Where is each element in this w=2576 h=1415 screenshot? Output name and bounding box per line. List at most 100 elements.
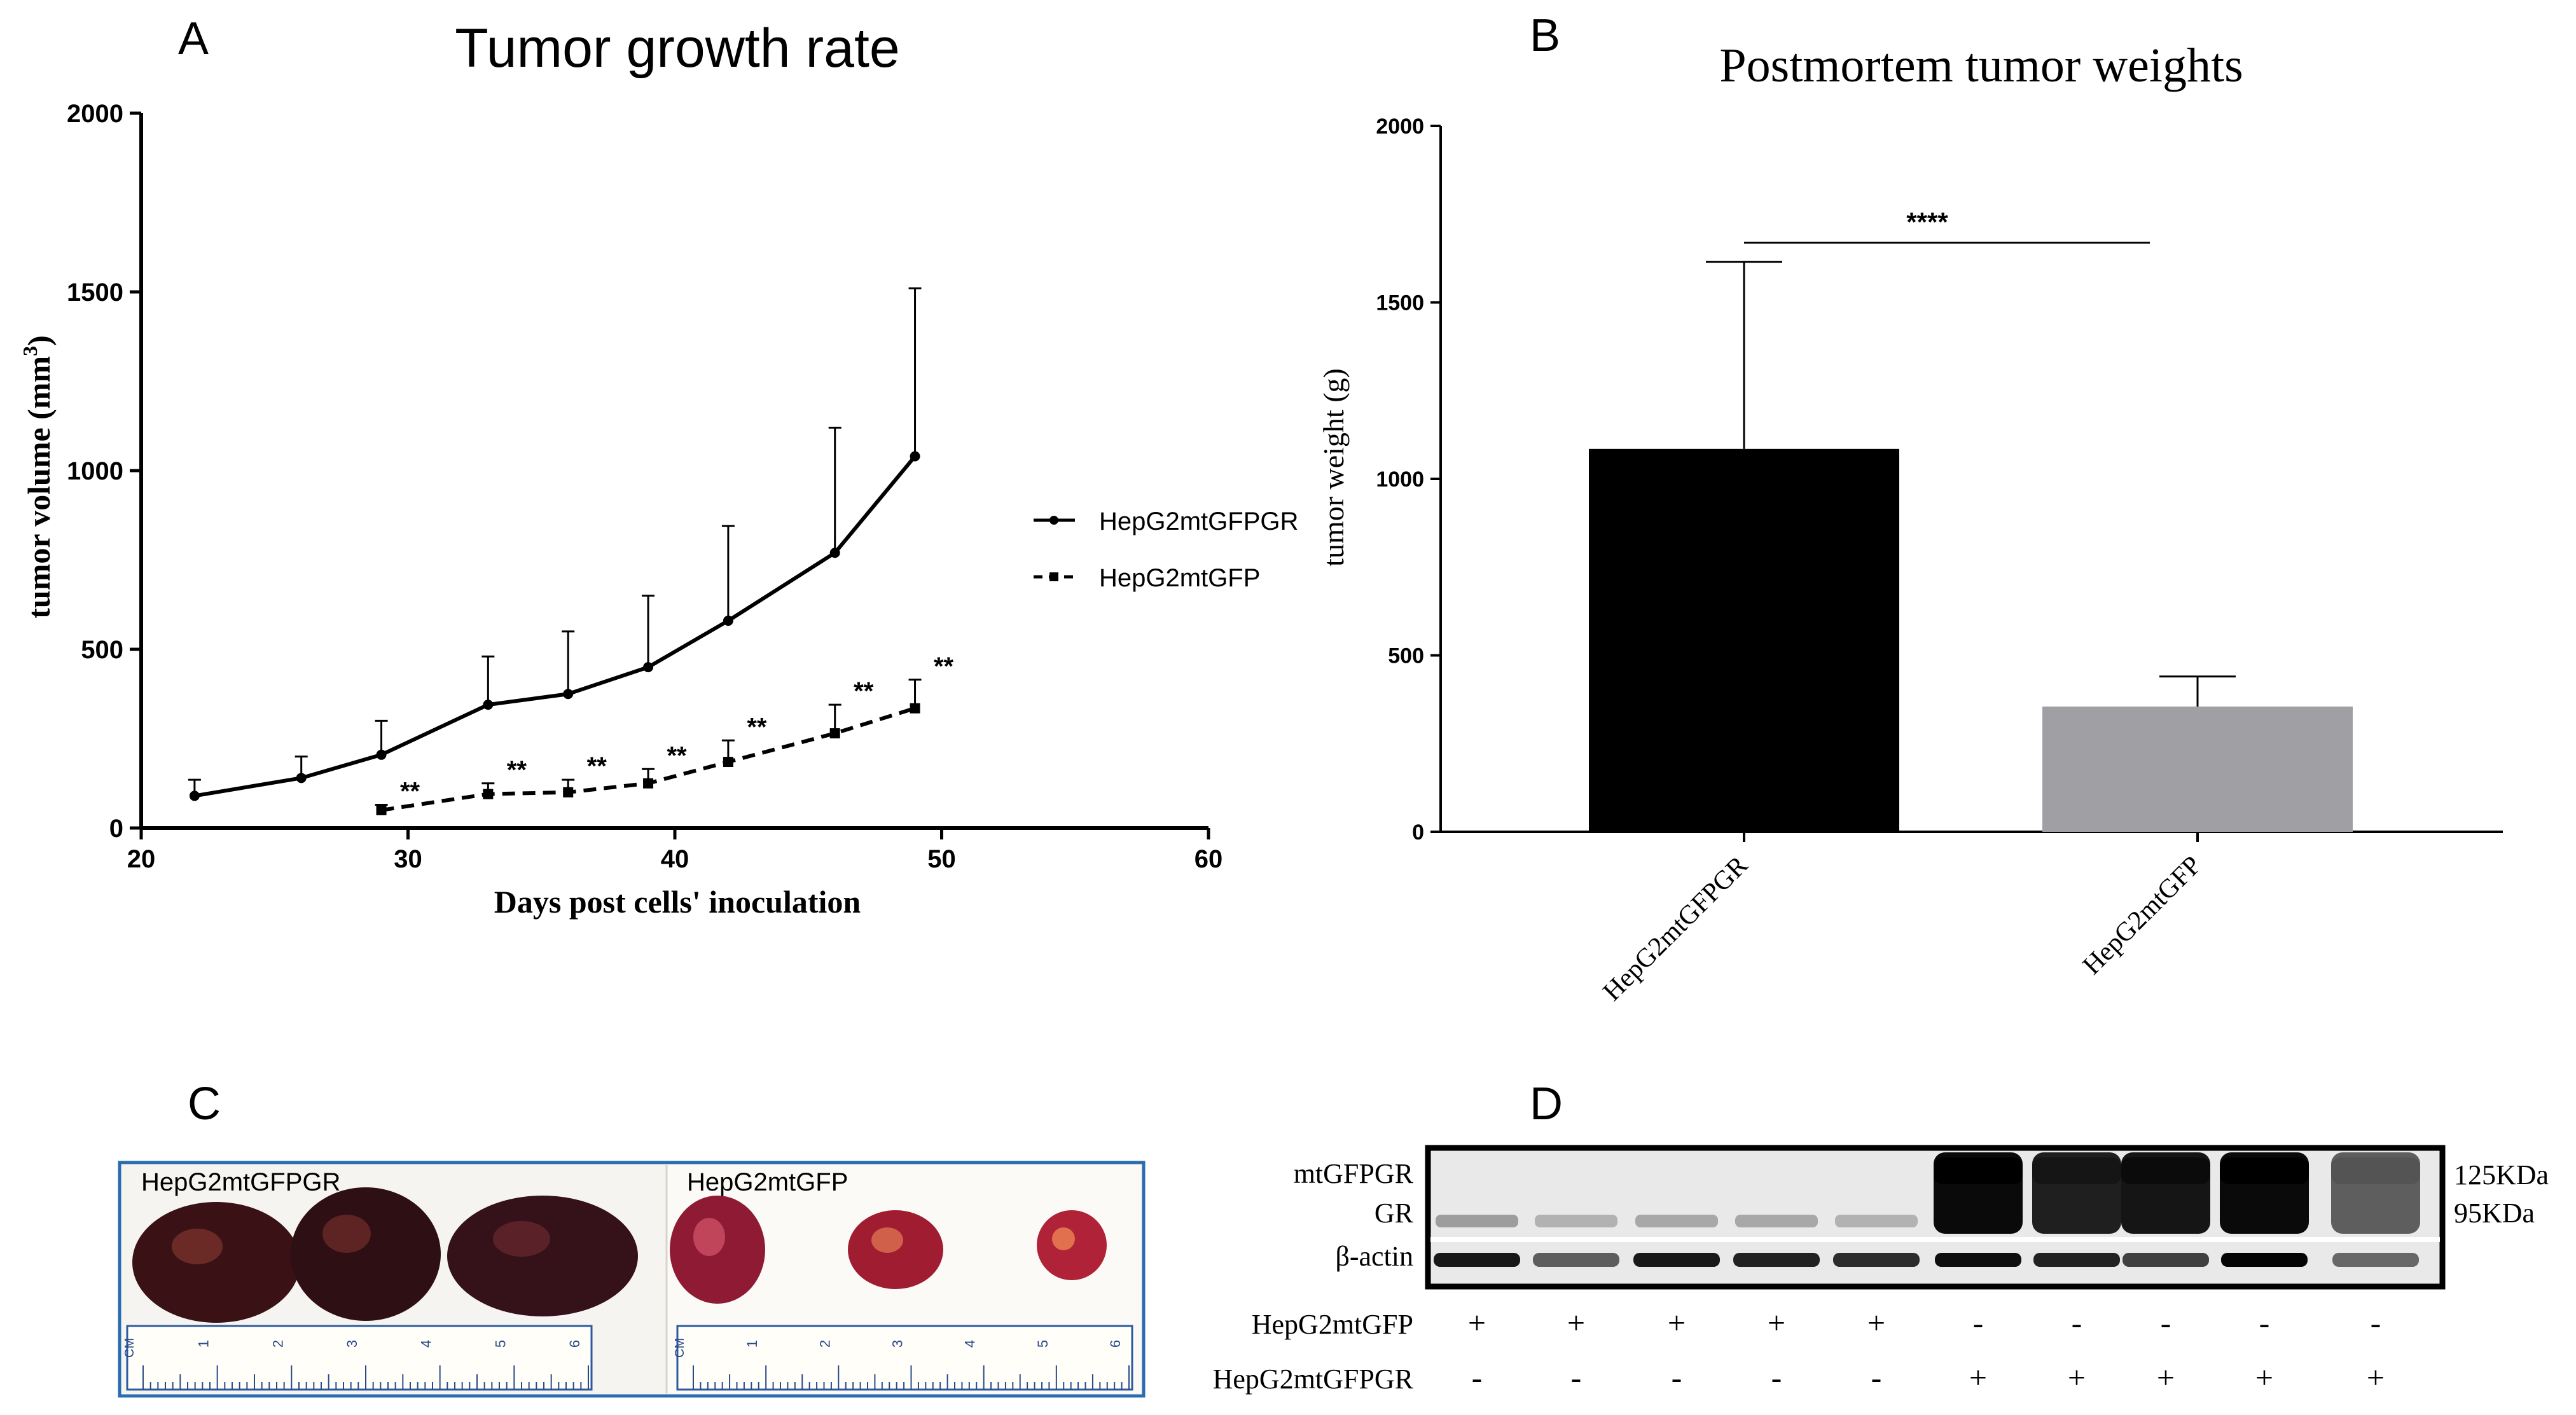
y-tick-label: 0 bbox=[109, 815, 123, 843]
ruler-unit: CM bbox=[123, 1338, 137, 1358]
mtgfpgr-band bbox=[2220, 1157, 2309, 1184]
x-tick-label: 30 bbox=[394, 845, 422, 873]
actin-band bbox=[1733, 1253, 1820, 1267]
chart-b-axes: 0 500 1000 1500 2000 HepG2mtGFPGR HepG2mtGFP bbox=[1376, 114, 2503, 1007]
condition-mark: + bbox=[2367, 1360, 2385, 1395]
panel-label-a: A bbox=[178, 13, 209, 64]
chart-b-title: Postmortem tumor weights bbox=[1719, 39, 2243, 92]
blot-row-label-actin: β-actin bbox=[1335, 1241, 1413, 1272]
condition-mark: - bbox=[2161, 1305, 2171, 1341]
chart-a-xlabel: Days post cells' inoculation bbox=[494, 884, 861, 920]
data-point-HepG2mtGFP bbox=[563, 787, 574, 797]
condition-mark: + bbox=[1567, 1305, 1585, 1341]
ruler-number: 4 bbox=[962, 1340, 978, 1348]
significance-marker: ** bbox=[587, 752, 607, 780]
ruler-number: 3 bbox=[890, 1340, 906, 1348]
gr-band bbox=[1835, 1215, 1918, 1227]
series-line-HepG2mtGFPGR bbox=[194, 455, 917, 798]
blot-row-label-mtgfpgr: mtGFPGR bbox=[1294, 1158, 1414, 1189]
data-point-HepG2mtGFP bbox=[483, 789, 494, 799]
condition-mark: - bbox=[1973, 1305, 1984, 1341]
actin-band bbox=[1434, 1253, 1520, 1267]
panel-d: D mtGFPGR GR β-actin 125KDa 95KDa HepG2m… bbox=[1213, 1079, 2549, 1395]
ruler-number: 1 bbox=[744, 1340, 760, 1348]
ruler-number: 5 bbox=[1035, 1340, 1051, 1348]
mtgfpgr-band bbox=[2121, 1157, 2210, 1184]
tumor-gfp-1-highlight bbox=[693, 1218, 725, 1256]
significance-marker: ** bbox=[747, 713, 767, 741]
actin-band bbox=[2122, 1253, 2209, 1267]
blot-condition-marks: + + + + + - - - - - - - - - - + + + + + bbox=[1468, 1305, 2385, 1395]
tumor-gfp-2-highlight bbox=[871, 1227, 903, 1253]
actin-band bbox=[2221, 1253, 2308, 1267]
chart-b-marks: **** bbox=[1589, 207, 2353, 832]
significance-marker: ** bbox=[507, 756, 527, 784]
chart-b-ylabel: tumor weight (g) bbox=[1317, 368, 1350, 567]
size-marker-95: 95KDa bbox=[2454, 1198, 2535, 1229]
panel-label-c: C bbox=[188, 1079, 221, 1129]
x-tick-label: 60 bbox=[1195, 845, 1223, 873]
ruler-number: 3 bbox=[344, 1340, 360, 1348]
actin-band bbox=[1935, 1253, 2021, 1267]
blot-bands bbox=[1434, 1152, 2420, 1267]
data-point-HepG2mtGFP bbox=[723, 757, 733, 768]
condition-mark: + bbox=[2068, 1360, 2086, 1395]
actin-band bbox=[1633, 1253, 1720, 1267]
condition-mark: - bbox=[1871, 1360, 1882, 1395]
actin-band bbox=[2033, 1253, 2120, 1267]
ruler-number: 6 bbox=[567, 1340, 583, 1348]
condition-mark: + bbox=[1468, 1305, 1486, 1341]
data-point-HepG2mtGFPGR bbox=[189, 790, 200, 801]
significance-marker: ** bbox=[934, 652, 954, 680]
data-point-HepG2mtGFPGR bbox=[376, 749, 387, 760]
tumor-gfp-3-highlight bbox=[1052, 1227, 1075, 1250]
y-tick-label: 2000 bbox=[67, 100, 123, 128]
mtgfpgr-band bbox=[2032, 1157, 2121, 1184]
y-tick-label: 1000 bbox=[67, 457, 123, 485]
condition-mark: + bbox=[2255, 1360, 2273, 1395]
tumor-gfpgr-2 bbox=[291, 1187, 441, 1321]
y-tick-label: 2000 bbox=[1376, 114, 1424, 139]
legend-marker-solid bbox=[1049, 516, 1058, 525]
x-tick-label: 40 bbox=[661, 845, 689, 873]
actin-band bbox=[1533, 1253, 1619, 1267]
photo-label-gfpgr: HepG2mtGFPGR bbox=[141, 1168, 340, 1196]
ruler-number: 4 bbox=[419, 1340, 434, 1348]
tumor-gfpgr-3 bbox=[447, 1196, 638, 1316]
data-point-HepG2mtGFP bbox=[376, 804, 387, 815]
size-marker-125: 125KDa bbox=[2454, 1159, 2549, 1191]
legend-label-gfpgr: HepG2mtGFPGR bbox=[1099, 507, 1298, 535]
ylabel-main: tumor volume (mm bbox=[21, 356, 57, 619]
ruler-number: 1 bbox=[196, 1340, 212, 1348]
ruler-number: 2 bbox=[817, 1340, 833, 1348]
y-tick-label: 1000 bbox=[1376, 467, 1424, 492]
condition-mark: - bbox=[1472, 1360, 1483, 1395]
condition-label-gfp: HepG2mtGFP bbox=[1252, 1309, 1413, 1340]
condition-mark: - bbox=[1771, 1360, 1782, 1395]
ruler-unit: CM bbox=[673, 1338, 687, 1358]
ylabel-close: ) bbox=[21, 335, 57, 346]
ruler-number: 6 bbox=[1107, 1340, 1123, 1348]
panel-label-d: D bbox=[1530, 1079, 1563, 1129]
condition-label-gfpgr: HepG2mtGFPGR bbox=[1213, 1363, 1414, 1395]
tumor-gfpgr-2-highlight bbox=[322, 1215, 371, 1253]
chart-a-ylabel: tumor volume (mm3) bbox=[18, 335, 57, 619]
data-point-HepG2mtGFPGR bbox=[643, 662, 654, 673]
x-tick-label: HepG2mtGFPGR bbox=[1598, 851, 1754, 1007]
blot-separator bbox=[1430, 1237, 2440, 1242]
x-tick-label: 50 bbox=[927, 845, 956, 873]
condition-mark: + bbox=[1867, 1305, 1885, 1341]
chart-a-marks: ** ** ** ** ** ** ** bbox=[188, 287, 954, 815]
y-tick-label: 500 bbox=[1388, 644, 1424, 668]
condition-mark: - bbox=[1672, 1360, 1682, 1395]
mtgfpgr-band bbox=[2331, 1157, 2420, 1184]
y-tick-label: 1500 bbox=[67, 279, 123, 307]
blot-row-label-gr: GR bbox=[1375, 1198, 1414, 1229]
ruler-number: 5 bbox=[492, 1340, 508, 1348]
chart-a-title: Tumor growth rate bbox=[455, 18, 899, 79]
ruler-left bbox=[126, 1325, 593, 1391]
data-point-HepG2mtGFP bbox=[643, 778, 654, 789]
y-tick-label: 500 bbox=[81, 636, 123, 664]
tumor-gfpgr-3-highlight bbox=[493, 1221, 550, 1257]
